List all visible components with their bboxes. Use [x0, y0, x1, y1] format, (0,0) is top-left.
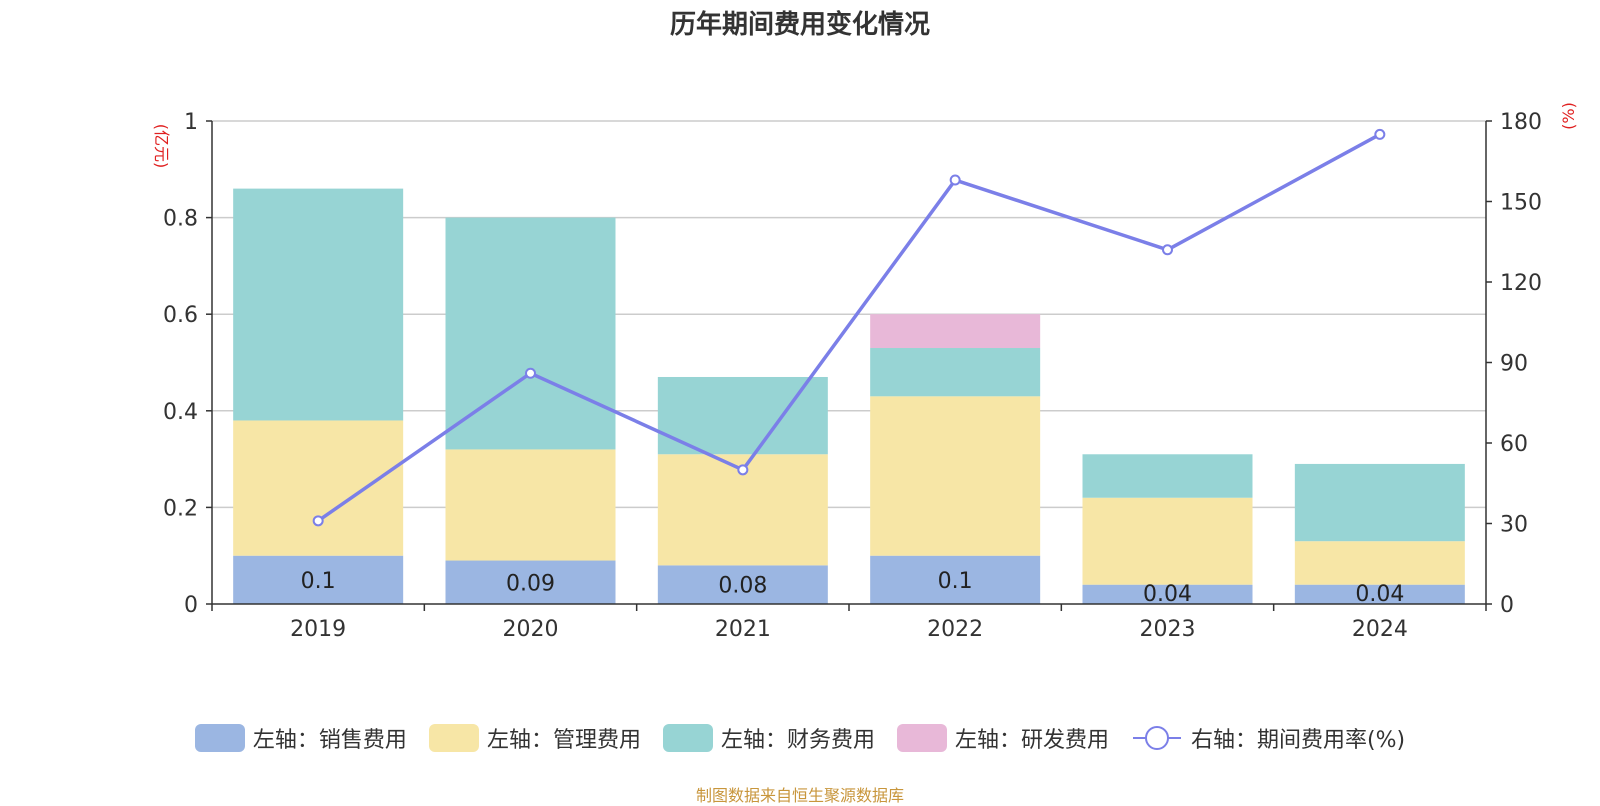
bar-1-2019 [233, 420, 404, 556]
bar-data-label: 0.1 [938, 569, 973, 594]
right-tick-label: 120 [1500, 271, 1542, 296]
legend-label-management: 左轴：管理费用 [486, 728, 641, 753]
bar-0-2020 [445, 560, 616, 604]
bar-1-2020 [445, 449, 616, 561]
chart-plot: 0 0.2 0.4 0.6 0.8 1 0 30 60 90 120 150 180 (亿元) (%) 0.1… [152, 102, 1578, 642]
legend-swatch-management [428, 724, 479, 752]
right-tick-label: 180 [1500, 110, 1542, 135]
bar-0-2024 [1294, 584, 1465, 604]
bar-2-2022 [870, 348, 1041, 397]
bar-3-2022 [870, 314, 1041, 349]
x-tick-label: 2024 [1352, 617, 1408, 642]
legend-item-management[interactable]: 左轴：管理费用 [428, 722, 641, 754]
bar-0-2023 [1082, 584, 1253, 604]
source-footer: 制图数据来自恒生聚源数据库 [695, 786, 904, 805]
right-tick-label: 30 [1500, 513, 1528, 538]
expense-rate-point [737, 464, 749, 476]
right-tick-label: 90 [1500, 352, 1528, 377]
expense-rate-point [525, 367, 536, 379]
right-tick-label: 0 [1500, 593, 1514, 618]
right-axis-label: (%) [1559, 102, 1578, 130]
legend-item-sales[interactable]: 左轴：销售费用 [194, 722, 407, 754]
expense-rate-point [949, 174, 961, 186]
bar-1-2022 [870, 396, 1041, 556]
x-tick-label: 2021 [715, 617, 771, 642]
legend: 左轴：销售费用 左轴：管理费用 左轴：财务费用 左轴：研发费用 右轴：期间费用率… [0, 720, 1600, 756]
left-tick-label: 0.6 [163, 303, 198, 328]
bar-data-label: 0.1 [301, 569, 336, 594]
bar-2-2019 [233, 188, 404, 421]
legend-swatch-sales [194, 724, 245, 752]
legend-item-expense-rate[interactable]: 右轴：期间费用率(%) [1131, 722, 1405, 754]
left-tick-label: 0.4 [163, 400, 198, 425]
bar-data-label: 0.04 [1355, 582, 1404, 607]
legend-swatch-rnd [896, 724, 947, 752]
expense-rate-point [312, 515, 324, 527]
left-tick-label: 0.8 [163, 207, 198, 232]
legend-label-finance: 左轴：财务费用 [720, 728, 875, 753]
bar-0-2022 [870, 555, 1041, 604]
bar-2-2023 [1082, 454, 1253, 498]
bar-1-2024 [1294, 541, 1465, 585]
legend-label-sales: 左轴：销售费用 [252, 728, 407, 753]
x-tick-label: 2020 [503, 617, 559, 642]
left-tick-label: 1 [184, 110, 198, 135]
x-tick-label: 2019 [290, 617, 346, 642]
bar-data-label: 0.04 [1143, 582, 1192, 607]
expense-rate-point [1162, 244, 1173, 256]
left-tick-label: 0.2 [163, 496, 198, 521]
legend-item-rnd[interactable]: 左轴：研发费用 [896, 722, 1109, 754]
expense-rate-point [1374, 128, 1386, 140]
expense-rate-line [317, 132, 1381, 523]
legend-swatch-finance [662, 724, 713, 752]
x-tick-label: 2022 [927, 617, 983, 642]
right-tick-label: 150 [1500, 191, 1542, 216]
legend-label-rnd: 左轴：研发费用 [954, 728, 1109, 753]
left-axis-label: (亿元) [152, 124, 171, 169]
right-tick-label: 60 [1500, 432, 1528, 457]
bar-data-label: 0.09 [506, 571, 555, 596]
chart-title: 历年期间费用变化情况 [669, 10, 930, 40]
x-tick-label: 2023 [1140, 617, 1196, 642]
legend-item-finance[interactable]: 左轴：财务费用 [662, 722, 875, 754]
legend-swatch-expense-rate [1132, 726, 1181, 750]
bar-data-label: 0.08 [718, 574, 767, 599]
bar-1-2023 [1082, 497, 1253, 585]
bar-0-2021 [657, 565, 828, 604]
bar-0-2019 [233, 555, 404, 604]
legend-label-expense-rate: 右轴：期间费用率(%) [1190, 728, 1406, 753]
left-tick-label: 0 [184, 593, 198, 618]
bar-2-2024 [1294, 463, 1465, 542]
